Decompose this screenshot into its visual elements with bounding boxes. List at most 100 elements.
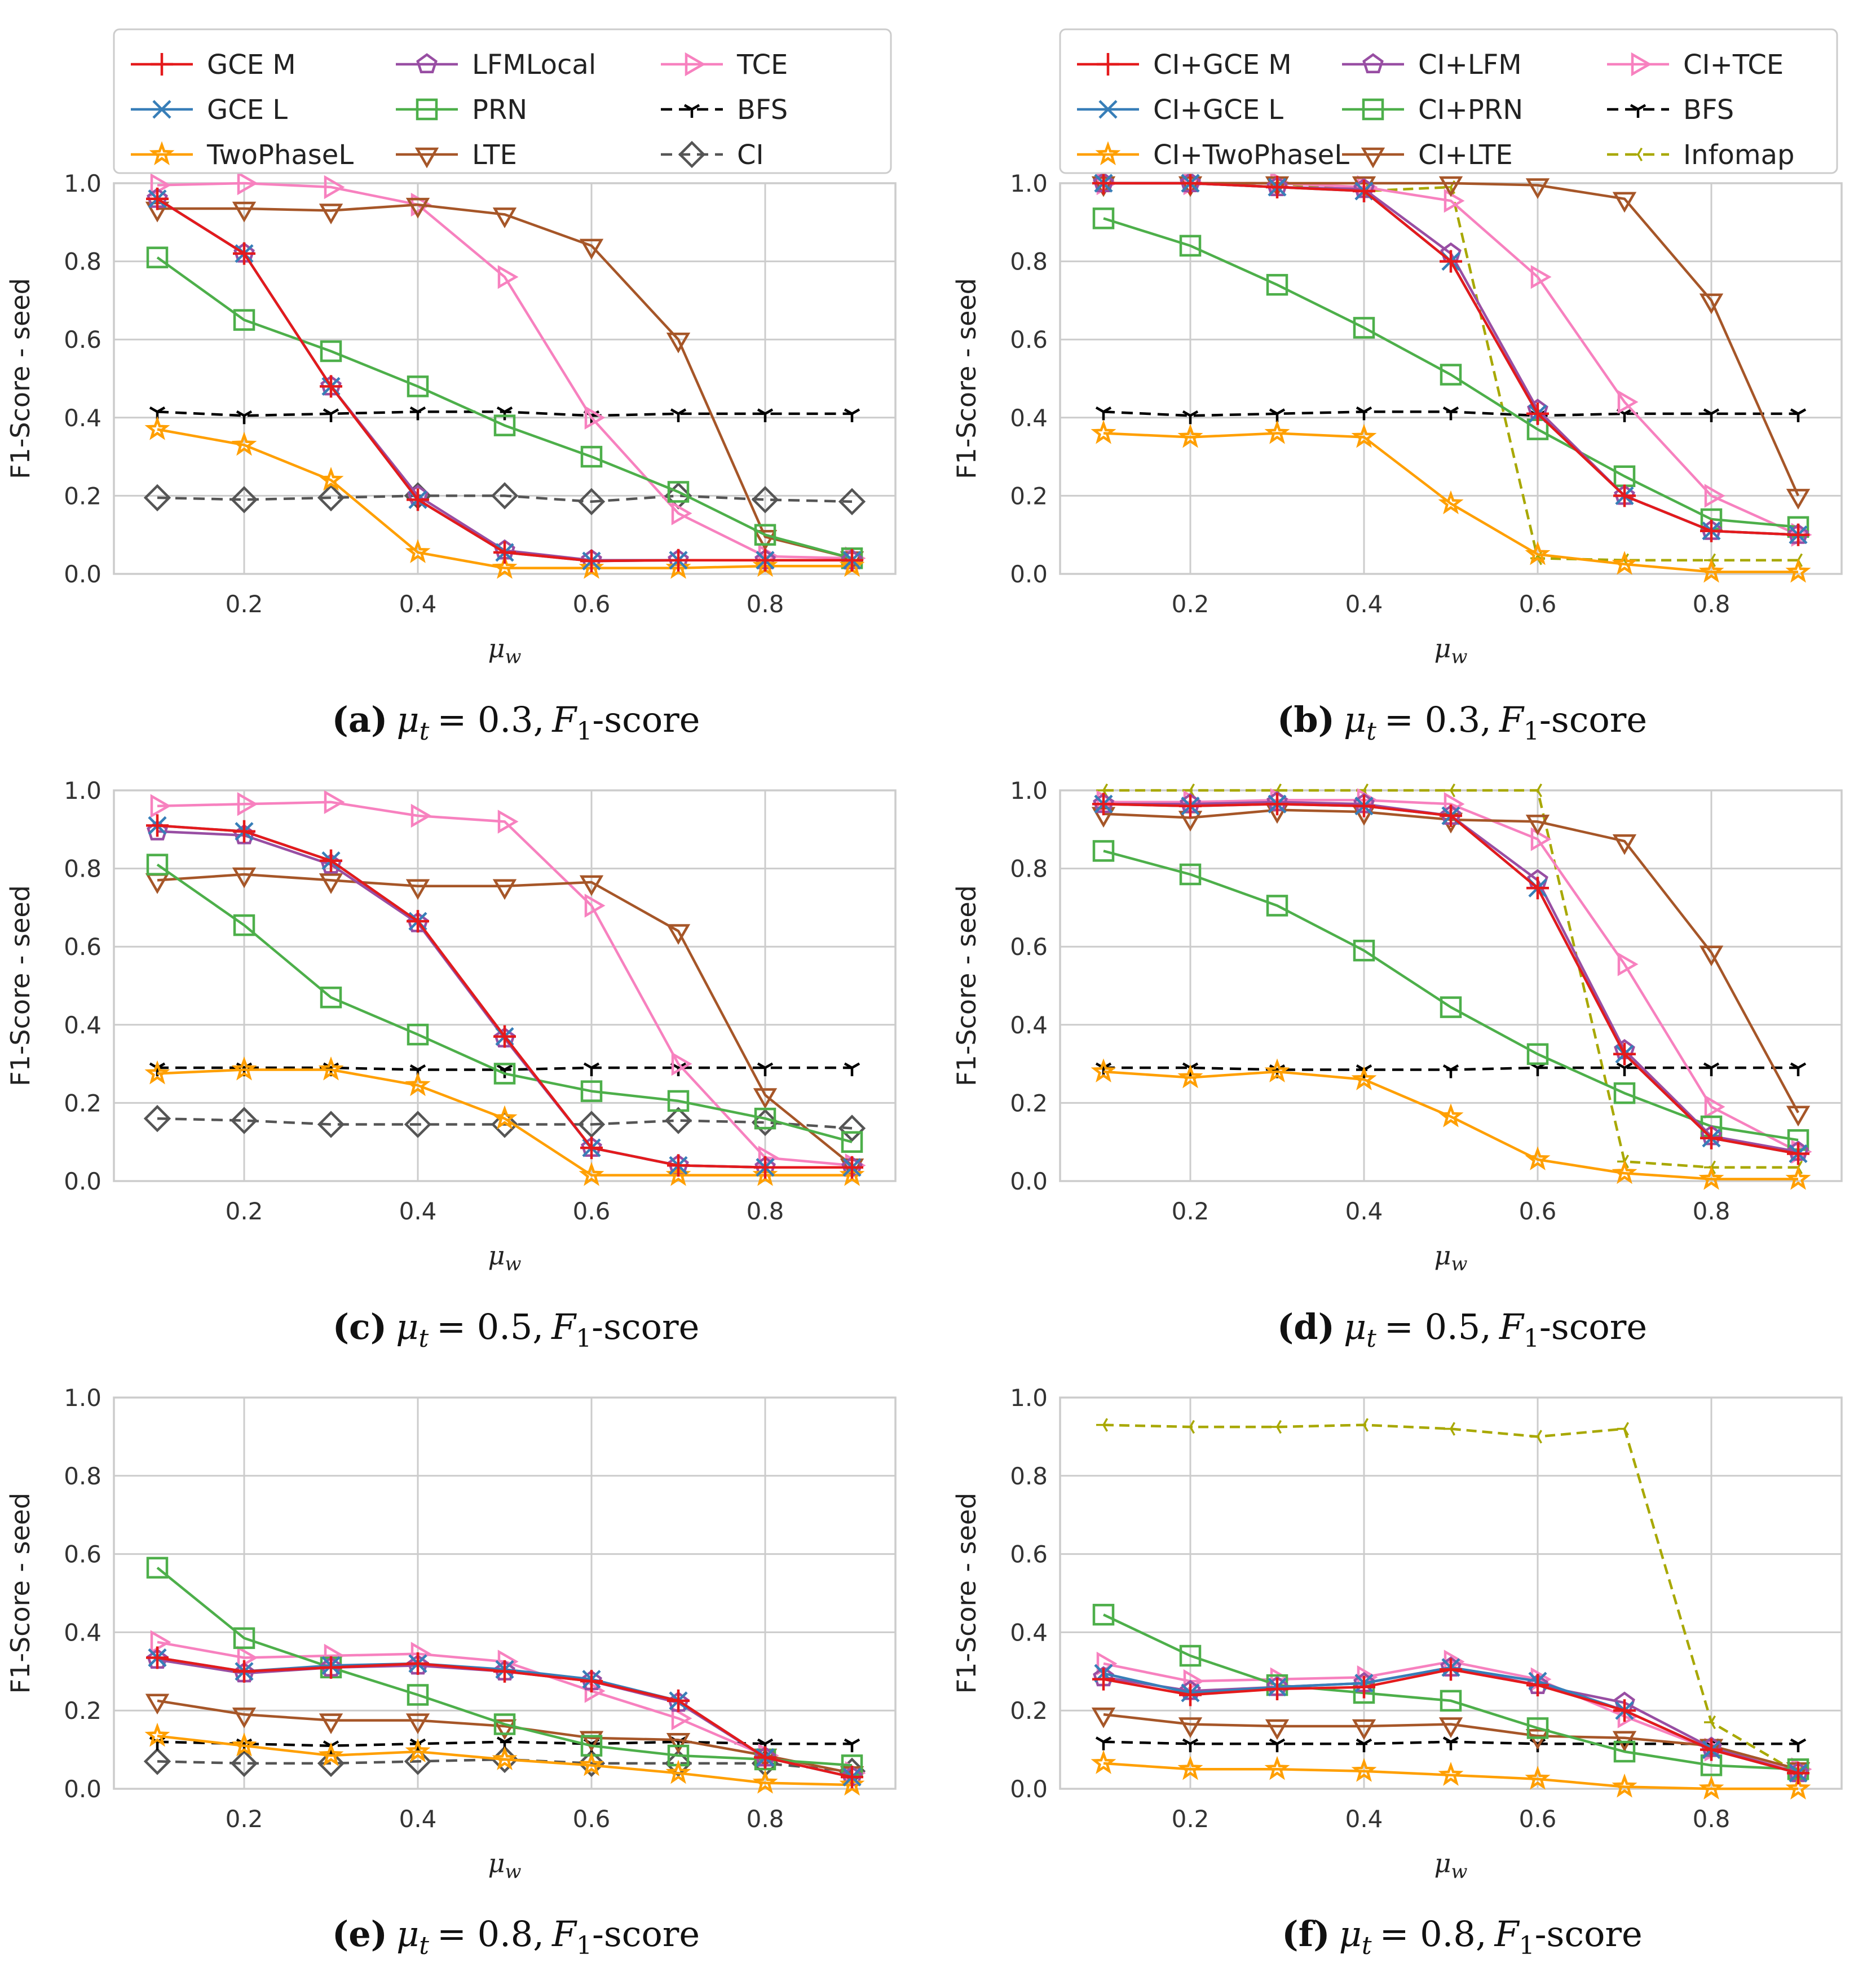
x-axis-label: μw: [488, 1848, 521, 1883]
data-point-twophasel: [144, 416, 170, 440]
data-point-prn: [841, 1131, 863, 1153]
data-point-prn: [667, 1090, 690, 1112]
data-point-bfs: [583, 1062, 600, 1077]
legend-label: LFMLocal: [472, 49, 596, 81]
legend-item-ci-prn: CI+PRN: [1342, 94, 1523, 126]
data-point-ci-gce-m: [1179, 172, 1202, 194]
data-point-prn: [320, 340, 342, 362]
data-point-prn: [580, 445, 603, 468]
data-point-ci-twophasel: [1438, 490, 1464, 515]
data-point-gce-m: [407, 488, 429, 511]
data-point-bfs: [1442, 1736, 1459, 1750]
data-point-ci-gce-m: [1266, 1678, 1288, 1701]
data-point-ci: [664, 1107, 692, 1134]
legend-label: CI+LFM: [1418, 49, 1522, 81]
series-line-ci-lte: [1103, 808, 1799, 1113]
data-point-gce-m: [233, 820, 255, 843]
y-tick-label: 0.4: [64, 1619, 101, 1646]
y-tick-label: 0.8: [64, 1462, 101, 1490]
data-point-ci-gce-m: [1613, 484, 1636, 507]
data-point-bfs: [1616, 1062, 1633, 1077]
data-point-gce-m: [754, 1746, 776, 1769]
legend-marker: [151, 53, 173, 76]
panel-caption: (b) μt = 0.3, F1-score: [1277, 699, 1647, 746]
legend-item-lfmlocal: LFMLocal: [396, 49, 596, 81]
data-point-lte: [405, 1713, 430, 1735]
y-axis-label: F1-Score - seed: [951, 1493, 982, 1694]
series-ci-gce-m: [1092, 172, 1809, 546]
data-point-twophasel: [579, 1752, 604, 1776]
series-ci-gce-m: [1092, 1658, 1809, 1785]
chart-panel-c: 0.0 0.2 0.4 0.6 0.8 1.0 0.2 0.4 0.6 0.8 F1-Score -…: [5, 777, 897, 1353]
data-point-ci-prn: [1179, 863, 1202, 886]
y-tick-label: 0.0: [64, 1775, 101, 1803]
x-tick-label: 0.6: [1519, 590, 1557, 618]
legend-item-lte: LTE: [396, 139, 517, 171]
data-point-ci: [751, 486, 779, 514]
data-point-ci: [751, 1108, 779, 1137]
data-point-bfs: [1356, 406, 1372, 421]
series-line-ci-tce: [1103, 182, 1799, 536]
plot-frame: [1059, 789, 1843, 1182]
legend-marker: [1361, 147, 1385, 169]
legend-label: CI+GCE L: [1153, 94, 1283, 126]
data-point-ci: [577, 1749, 606, 1778]
y-tick-label: 0.6: [64, 1541, 101, 1568]
y-tick-label: 0.4: [1010, 404, 1048, 432]
data-point-bfs: [844, 408, 860, 422]
data-point-ci-gce-m: [1266, 175, 1288, 198]
data-point-ci: [317, 484, 345, 512]
data-point-infomap: [1530, 1430, 1543, 1444]
data-point-bfs: [844, 1062, 860, 1077]
x-tick-label: 0.2: [226, 1805, 263, 1833]
x-tick-label: 0.6: [573, 1805, 611, 1833]
legend-item-twophasel: TwoPhaseL: [131, 139, 354, 171]
data-point-twophasel: [231, 1732, 257, 1757]
y-axis-label: F1-Score - seed: [5, 1493, 36, 1694]
data-point-ci-gce-m: [1787, 1762, 1809, 1785]
data-point-prn: [754, 524, 776, 546]
legend-left: GCE M GCE L TwoPhaseL LFMLocal PRN LTE TCE BFS C…: [113, 28, 892, 174]
data-point-infomap: [1357, 1418, 1369, 1432]
data-point-ci-twophasel: [1091, 419, 1116, 444]
data-point-ci-tce: [1617, 952, 1639, 976]
y-tick-label: 0.6: [1010, 326, 1048, 353]
panel-caption: (e) μt = 0.8, F1-score: [332, 1913, 700, 1960]
data-point-prn: [320, 987, 342, 1009]
data-point-ci-tce: [1704, 484, 1725, 508]
series-line-prn: [156, 1567, 853, 1767]
data-point-bfs: [1095, 1736, 1112, 1750]
data-point-bfs: [1790, 408, 1807, 422]
data-point-ci-prn: [1266, 895, 1288, 917]
series-line-twophasel: [157, 1068, 852, 1177]
x-axis-label: μw: [488, 1240, 521, 1275]
data-point-tce: [671, 1706, 692, 1731]
data-point-twophasel: [318, 1742, 344, 1767]
y-tick-label: 0.4: [64, 1011, 101, 1039]
x-tick-label: 0.8: [747, 590, 784, 618]
data-point-tce: [584, 1679, 606, 1703]
data-point-lte: [405, 197, 430, 219]
data-point-ci: [577, 488, 606, 515]
data-point-twophasel: [405, 1072, 431, 1096]
series-ci-lte: [1091, 176, 1811, 510]
data-point-lte: [753, 1088, 778, 1109]
x-tick-label: 0.6: [1519, 1197, 1557, 1225]
data-point-lte: [232, 867, 257, 888]
series-line-tce: [157, 182, 853, 560]
data-point-tce: [324, 790, 345, 814]
x-tick-label: 0.8: [747, 1805, 784, 1833]
legend-item-ci: CI: [661, 139, 764, 171]
y-tick-label: 1.0: [64, 170, 101, 197]
series-ci: [143, 482, 866, 515]
series-ci-gce-m: [1092, 793, 1809, 1165]
data-point-ci-lte: [1699, 293, 1724, 315]
legend-item-ci-gce-m: CI+GCE M: [1077, 49, 1292, 81]
data-point-bfs: [1790, 1738, 1807, 1753]
y-tick-label: 1.0: [64, 777, 101, 804]
panel-caption: (a) μt = 0.3, F1-score: [332, 699, 700, 746]
data-point-ci-lte: [1178, 1717, 1203, 1739]
data-point-ci-gce-m: [1700, 1126, 1723, 1149]
plot-frame: [113, 789, 897, 1182]
chart-panel-e: 0.0 0.2 0.4 0.6 0.8 1.0 0.2 0.4 0.6 0.8 F1-Score -…: [5, 1384, 897, 1960]
